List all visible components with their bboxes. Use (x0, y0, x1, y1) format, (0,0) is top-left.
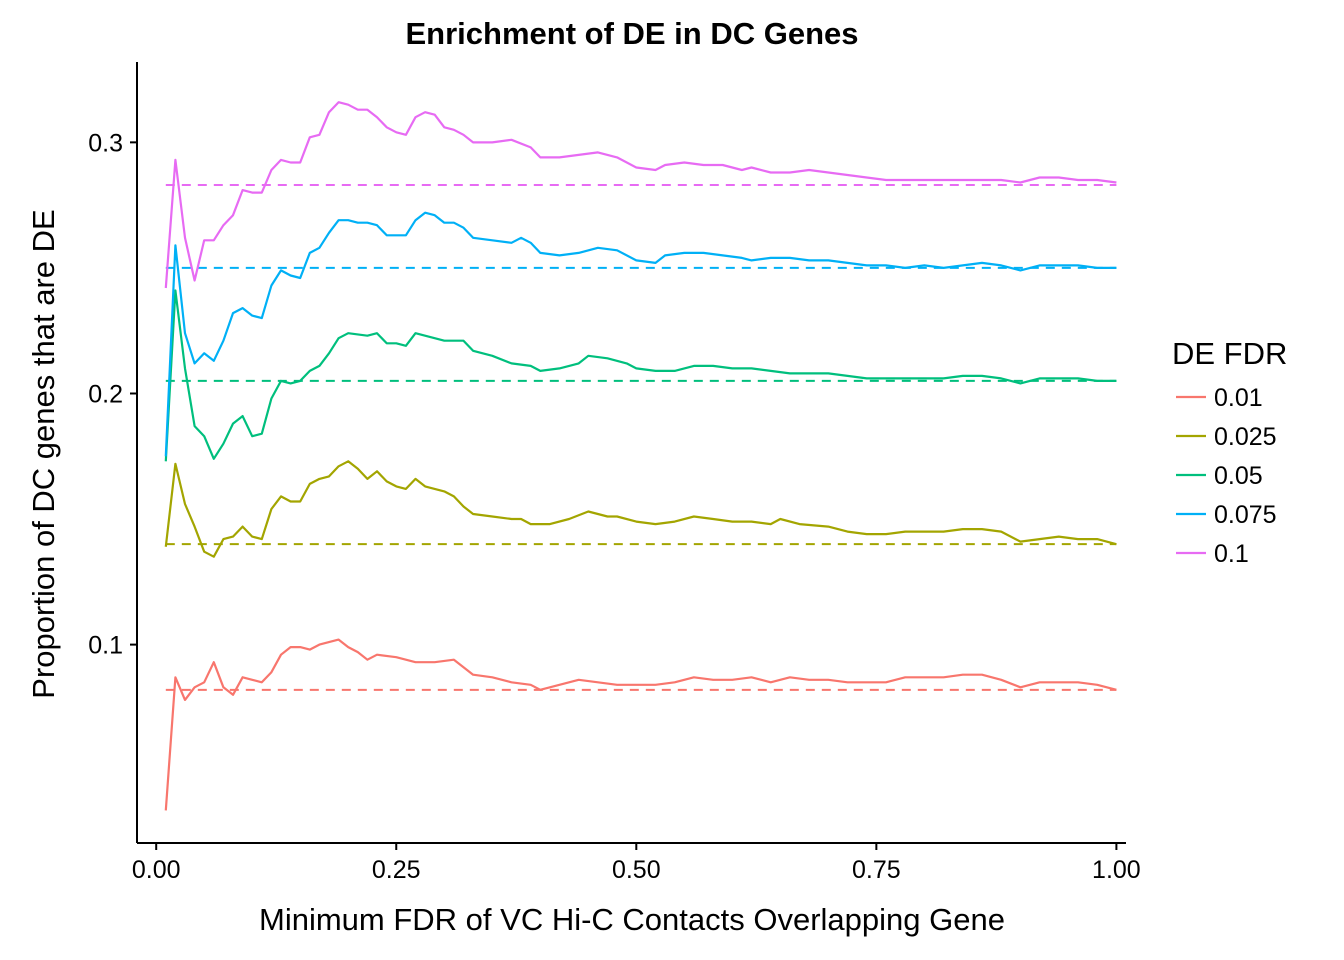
y-tick-label: 0.3 (88, 129, 123, 157)
x-tick-label: 0.00 (132, 856, 181, 884)
baselines-layer (165, 184, 1117, 691)
legend-title: DE FDR (1172, 336, 1287, 371)
series-line-0.025 (164, 460, 1117, 558)
x-tick-label: 0.25 (372, 856, 421, 884)
legend-label-0.1: 0.1 (1214, 540, 1249, 568)
legend-label-0.05: 0.05 (1214, 462, 1263, 490)
series-lines-layer (164, 101, 1117, 811)
y-axis-ticks: 0.1 0.2 0.3 (88, 129, 137, 660)
x-tick-label: 0.50 (612, 856, 661, 884)
x-axis-ticks: 0.00 0.25 0.50 0.75 1.00 (132, 843, 1141, 884)
x-tick-label: 1.00 (1092, 856, 1141, 884)
y-tick-label: 0.1 (88, 632, 123, 660)
legend: DE FDR 0.01 0.025 0.05 0.075 0.1 (1172, 336, 1287, 568)
legend-label-0.075: 0.075 (1214, 501, 1277, 529)
series-line-0.075 (164, 211, 1117, 457)
chart-title: Enrichment of DE in DC Genes (405, 16, 858, 51)
y-tick-label: 0.2 (88, 380, 123, 408)
y-axis-title: Proportion of DC genes that are DE (26, 209, 61, 698)
legend-label-0.01: 0.01 (1214, 384, 1263, 412)
x-tick-label: 0.75 (852, 856, 901, 884)
legend-label-0.025: 0.025 (1214, 423, 1277, 451)
legend-items: 0.01 0.025 0.05 0.075 0.1 (1176, 384, 1277, 568)
plot-area: 0.1 0.2 0.3 0.00 0.25 0.50 0.75 1.00 (88, 62, 1141, 884)
series-line-0.01 (164, 638, 1117, 811)
series-line-0.05 (164, 289, 1117, 462)
series-line-0.1 (164, 101, 1117, 289)
x-axis-title: Minimum FDR of VC Hi-C Contacts Overlapp… (259, 902, 1005, 937)
